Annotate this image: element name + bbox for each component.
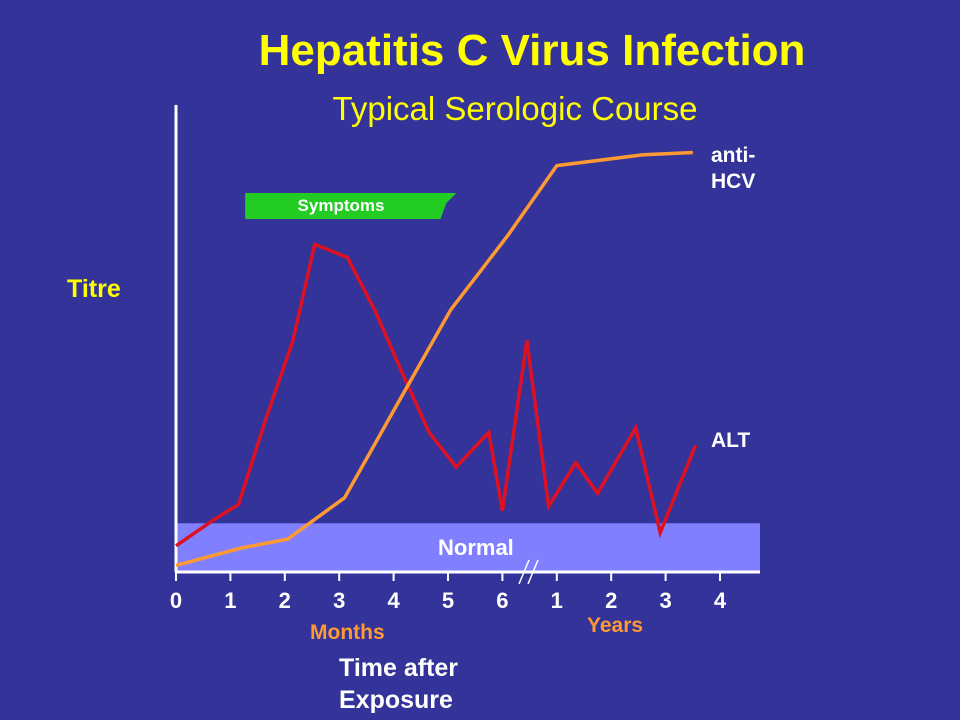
x-tick-label: 3 — [659, 588, 672, 613]
x-tick-label: 4 — [713, 588, 727, 613]
x-tick-label: 4 — [387, 588, 400, 613]
x-axis-ticks — [175, 572, 721, 581]
series-label-anti-hcv-line2: HCV — [711, 170, 756, 193]
symptoms-bar — [245, 193, 457, 219]
x-tick-label: 1 — [224, 588, 237, 613]
axis-break-marker — [518, 559, 539, 585]
x-axis-title: Time after Exposure — [339, 654, 459, 714]
x-tick-label: 6 — [496, 588, 509, 613]
normal-band — [176, 523, 760, 572]
series-label-alt: ALT — [711, 429, 751, 452]
months-unit-label: Months — [310, 621, 385, 644]
x-tick-label: 1 — [550, 588, 563, 613]
series-label-anti-hcv: anti- HCV — [711, 143, 781, 195]
x-tick-label: 3 — [333, 588, 346, 613]
years-unit-label: Years — [587, 614, 644, 637]
slide-title: Hepatitis C Virus Infection — [258, 26, 806, 75]
symptoms-label: Symptoms — [297, 196, 385, 215]
x-tick-label: 5 — [441, 588, 455, 613]
axis-break-stroke — [527, 559, 539, 585]
x-tick-label: 2 — [605, 588, 618, 613]
x-tick-label: 0 — [169, 588, 183, 613]
normal-band-label: Normal — [438, 535, 514, 560]
x-tick-label: 2 — [278, 588, 291, 613]
slide-subtitle: Typical Serologic Course — [332, 90, 698, 127]
axis-break-stroke — [518, 559, 530, 585]
series-label-anti-hcv-line1: anti- — [711, 144, 756, 167]
y-axis-label: Titre — [67, 275, 121, 303]
series-line-alt — [175, 241, 698, 548]
series-line-anti-hcv — [175, 150, 693, 568]
